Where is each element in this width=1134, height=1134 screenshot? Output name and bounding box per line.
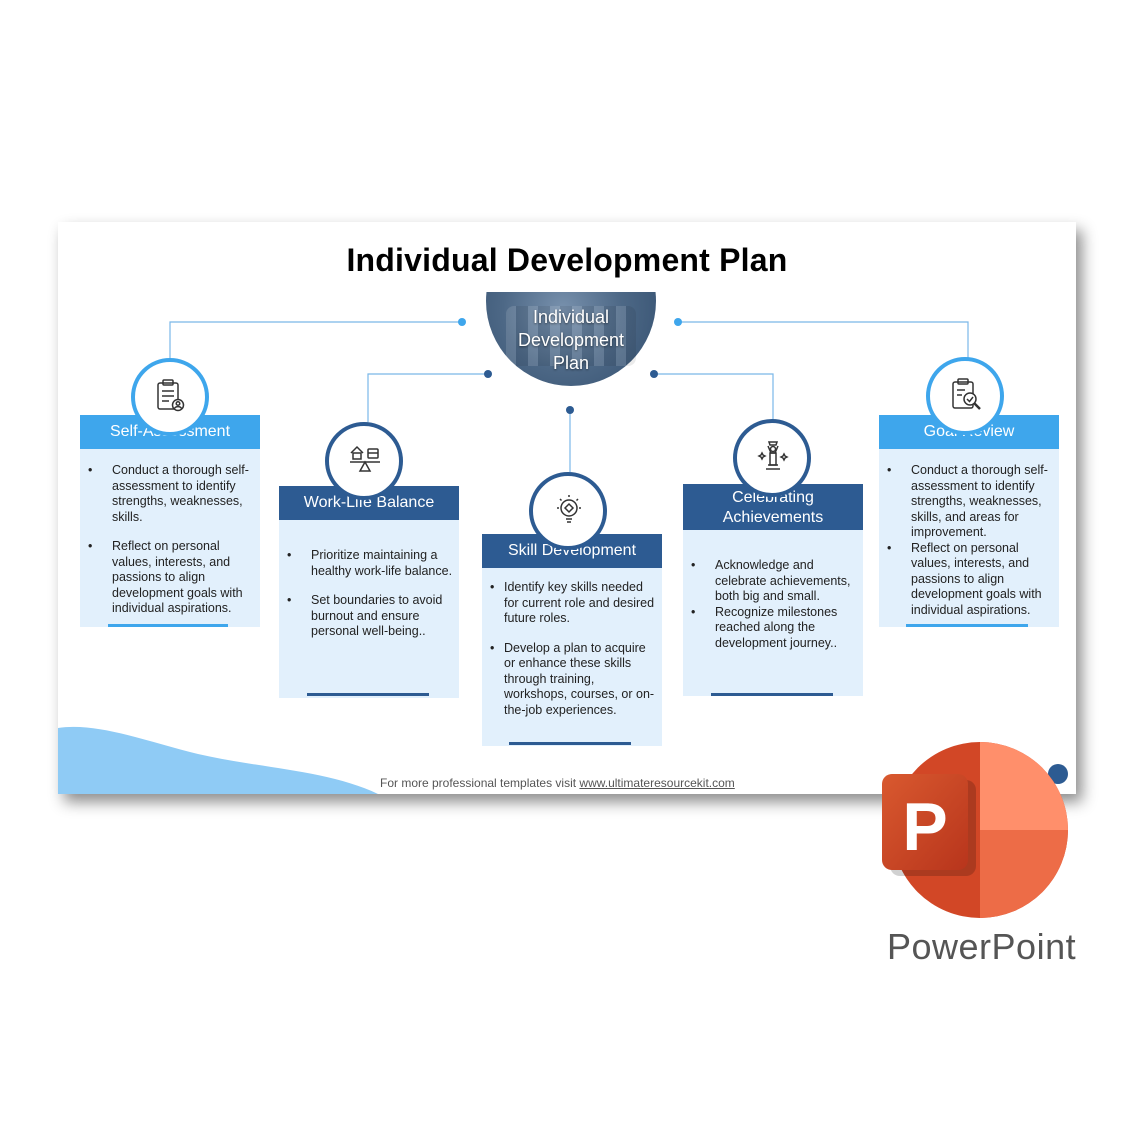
powerpoint-logo-letter: P: [902, 789, 947, 865]
card-self-assessment: Self-Assessment Conduct a thorough self-…: [80, 415, 260, 627]
card-body: Identify key skills needed for current r…: [490, 580, 656, 732]
bullet-item: Develop a plan to acquire or enhance the…: [490, 641, 656, 719]
card-underline: [307, 693, 429, 696]
hub-image-circle: Individual Development Plan: [486, 292, 656, 386]
card-underline: [906, 624, 1028, 627]
slide-title: Individual Development Plan: [346, 242, 788, 278]
card-title: Skill Development: [482, 534, 662, 568]
card-body: Conduct a thorough self-assessment to id…: [88, 463, 254, 631]
card-body: Conduct a thorough self-assessment to id…: [887, 463, 1053, 618]
bullet-item: Conduct a thorough self-assessment to id…: [88, 463, 254, 525]
bullet-item: Prioritize maintaining a healthy work-li…: [287, 548, 453, 579]
bullet-item: Reflect on personal values, interests, a…: [887, 541, 1053, 619]
card-body: Prioritize maintaining a healthy work-li…: [287, 548, 453, 654]
hub-line-2: Development: [517, 330, 625, 350]
lightbulb-icon: [529, 472, 607, 550]
footer-prefix: For more professional templates visit: [380, 776, 580, 790]
clipboard-person-icon: [131, 358, 209, 436]
hub-line-1: Individual: [532, 307, 610, 327]
card-title: Self-Assessment: [80, 415, 260, 449]
card-title: Celebrating Achievements: [683, 484, 863, 530]
footer-link[interactable]: www.ultimateresourcekit.com: [579, 776, 735, 790]
card-skill-development: Skill Development Identify key skills ne…: [482, 534, 662, 746]
powerpoint-logo-icon: P: [882, 742, 1068, 918]
decorative-wave: [58, 726, 1068, 794]
card-underline: [509, 742, 631, 745]
footer-text: For more professional templates visit ww…: [380, 776, 735, 790]
bullet-item: Recognize milestones reached along the d…: [691, 605, 857, 652]
powerpoint-label: PowerPoint: [887, 926, 1077, 967]
bullet-item: Acknowledge and celebrate achievements, …: [691, 558, 857, 605]
hub-photo: [486, 292, 656, 386]
bullet-item: Conduct a thorough self-assessment to id…: [887, 463, 1053, 541]
bullet-item: Identify key skills needed for current r…: [490, 580, 656, 627]
bullet-item: Reflect on personal values, interests, a…: [88, 539, 254, 617]
card-underline: [711, 693, 833, 696]
slide: Individual Development Plan Individual D…: [58, 222, 1076, 794]
clipboard-search-icon: [926, 357, 1004, 435]
balance-scale-icon: [325, 422, 403, 500]
card-underline: [108, 624, 228, 627]
bullet-item: Set boundaries to avoid burnout and ensu…: [287, 593, 453, 640]
connector-lines: [169, 318, 969, 472]
card-goal-review: Goal Review Conduct a thorough self-asse…: [879, 415, 1059, 627]
card-body: Acknowledge and celebrate achievements, …: [691, 558, 857, 651]
card-work-life-balance: Work-Life Balance Prioritize maintaining…: [279, 486, 459, 698]
trophy-person-icon: [733, 419, 811, 497]
card-celebrating-achievements: Celebrating Achievements Acknowledge and…: [683, 484, 863, 696]
hub-line-3: Plan: [552, 353, 590, 373]
hub-label: Individual Development Plan: [486, 306, 656, 375]
